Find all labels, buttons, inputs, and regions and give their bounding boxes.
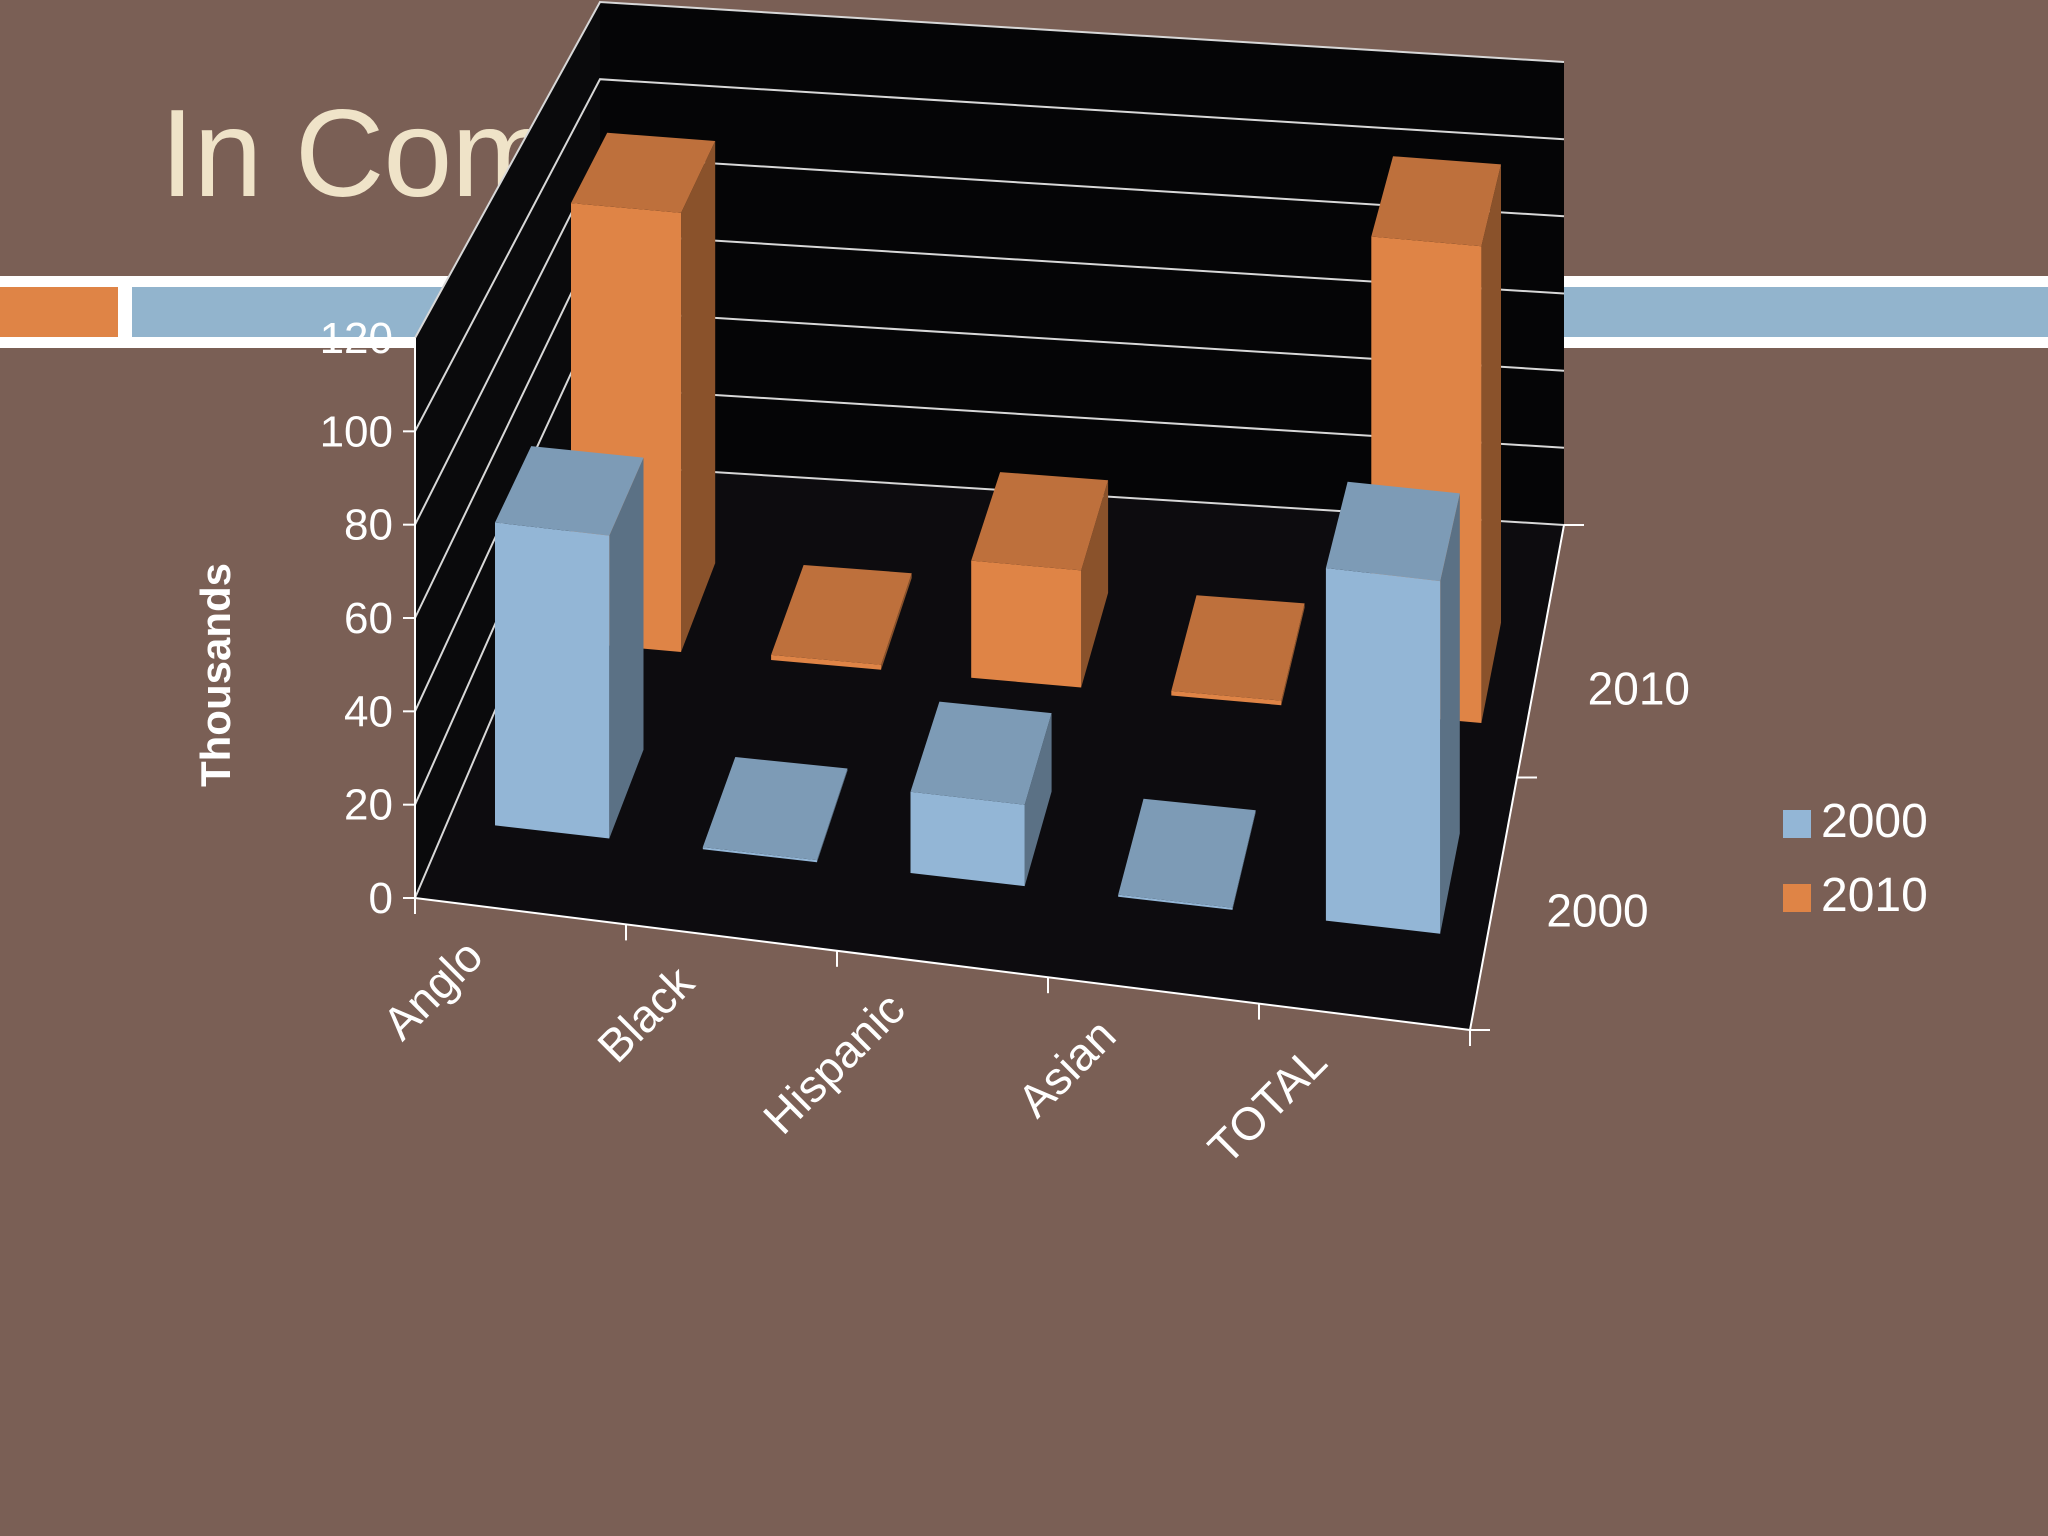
x-category-label: Hispanic	[753, 982, 915, 1144]
depth-axis-label: 2010	[1588, 662, 1690, 714]
bar-top	[702, 757, 848, 861]
bar-front	[495, 522, 610, 839]
x-axis-line	[414, 897, 1471, 1031]
bar-top	[1325, 481, 1460, 582]
gridline	[414, 0, 1565, 339]
bar-front	[771, 654, 882, 670]
bar-side	[817, 768, 848, 863]
legend: 2000 2010	[1783, 795, 1928, 922]
bar-side	[1024, 713, 1052, 887]
depth-axis-label: 2000	[1546, 885, 1648, 937]
bar-side	[609, 457, 644, 839]
bar-top	[495, 446, 644, 536]
bar-side	[1232, 810, 1256, 910]
bar-side	[681, 141, 716, 652]
bar-top	[1371, 156, 1501, 247]
bar-2000-hispanic	[910, 701, 1052, 887]
bar-top	[1118, 798, 1256, 908]
y-tick-label: 80	[344, 501, 393, 550]
legend-swatch	[1783, 884, 1811, 912]
bar-front	[1118, 894, 1233, 910]
bar-side	[1281, 603, 1305, 706]
y-axis-title: Thousands	[192, 563, 239, 787]
bar-top	[771, 565, 912, 665]
bar-top	[571, 132, 716, 213]
bar-2010-asian	[1171, 595, 1305, 706]
bar-2000-anglo	[495, 446, 644, 839]
bar-side	[1440, 493, 1460, 934]
bar-2000-total	[1325, 481, 1460, 934]
y-tick-label: 0	[369, 874, 393, 923]
bar-2010-hispanic	[971, 472, 1109, 688]
y-tick-label: 20	[344, 781, 393, 830]
y-tick-label: 40	[344, 687, 393, 736]
y-tick-label: 60	[344, 594, 393, 643]
bar-top	[1171, 595, 1305, 701]
gridline	[414, 78, 1565, 432]
y-tick-label: 100	[320, 407, 393, 456]
bar-side	[1481, 164, 1501, 723]
legend-label: 2010	[1821, 869, 1928, 922]
divider-accent-orange	[0, 287, 118, 337]
bar-front	[1171, 690, 1282, 706]
bar-front	[702, 847, 817, 863]
chart-left-wall	[415, 2, 600, 898]
x-category-label: Asian	[1007, 1009, 1125, 1127]
bar-front	[971, 560, 1082, 688]
chart-bars	[495, 132, 1501, 934]
bar-2000-asian	[1118, 798, 1256, 910]
bar-top	[910, 701, 1052, 805]
bar-front	[1325, 568, 1441, 934]
x-category-label: Black	[587, 955, 704, 1072]
x-category-label: Anglo	[373, 930, 493, 1050]
bar-side	[1081, 480, 1109, 688]
bar-top	[971, 472, 1109, 571]
bar-side	[881, 573, 912, 670]
bar-2000-black	[702, 757, 848, 863]
legend-swatch	[1783, 810, 1811, 838]
x-category-label: TOTAL	[1198, 1035, 1337, 1174]
y-tick-label: 120	[320, 314, 393, 363]
bar-front	[910, 791, 1025, 887]
legend-label: 2000	[1821, 795, 1928, 848]
bar-2010-black	[771, 565, 912, 670]
